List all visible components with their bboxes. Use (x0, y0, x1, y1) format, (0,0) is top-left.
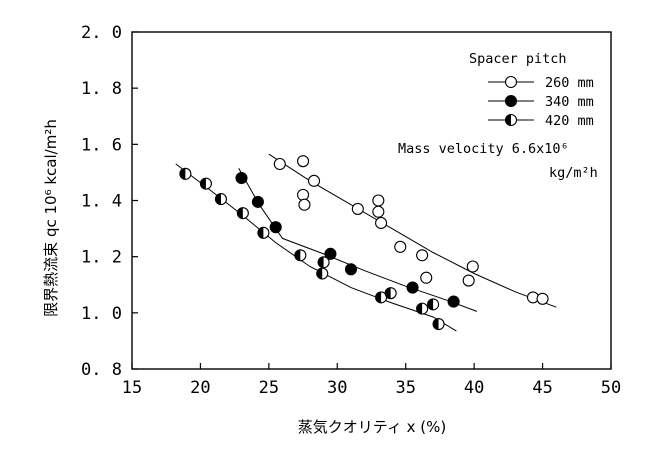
point-half-filled-circle (317, 256, 330, 269)
x-tick-label: 50 (601, 378, 621, 398)
point-filled-circle (251, 195, 264, 208)
point-half-filled-circle (427, 298, 440, 311)
legend-entry-340: 340 mm (545, 94, 594, 110)
trend-line-340mm (238, 167, 478, 312)
point-open-circle (351, 202, 364, 215)
y-tick-label: 1. 8 (81, 79, 122, 99)
x-tick-label: 35 (395, 378, 415, 398)
y-tick-label: 1. 6 (81, 135, 122, 155)
point-filled-circle (235, 171, 248, 185)
legend-marker-filled-circle (504, 94, 518, 108)
point-open-circle (394, 240, 407, 253)
y-tick-label: 2. 0 (81, 23, 122, 43)
legend-entry-260: 260 mm (545, 75, 594, 91)
x-tick-label: 40 (464, 378, 484, 398)
x-tick-label: 30 (327, 378, 347, 398)
x-axis-label: 蒸気クオリティ x (%) (298, 418, 446, 436)
y-tick-label: 1. 4 (81, 192, 122, 212)
point-open-circle (372, 194, 385, 207)
point-filled-circle (447, 295, 460, 308)
point-half-filled-circle (294, 249, 307, 262)
axis-ticks: 15 20 25 30 35 40 45 50 0. 8 1. 0 1. 2 1. 4 1. 6 1. 8… (81, 23, 621, 398)
legend-marker-half-filled-circle (504, 113, 518, 127)
y-tick-label: 1. 0 (81, 304, 122, 324)
point-half-filled-circle (384, 287, 397, 300)
point-half-filled-circle (257, 226, 270, 239)
point-open-circle (462, 274, 475, 287)
legend-entry-420: 420 mm (545, 113, 594, 129)
point-open-circle (372, 205, 385, 218)
point-open-circle (416, 249, 429, 262)
point-half-filled-circle (199, 177, 212, 190)
legend: Spacer pitch 260 mm 340 mm 420 mm (469, 51, 594, 129)
point-filled-circle (324, 247, 337, 260)
x-tick-label: 20 (190, 378, 210, 398)
mass-velocity-unit: kg/m²h (549, 165, 598, 181)
legend-title: Spacer pitch (469, 51, 567, 67)
point-open-circle (297, 188, 310, 201)
point-filled-circle (269, 221, 282, 234)
legend-marker-open-circle (504, 75, 518, 89)
trend-lines (175, 153, 557, 332)
point-filled-circle (344, 263, 358, 276)
point-open-circle (298, 198, 311, 211)
point-half-filled-circle (214, 193, 228, 206)
plot-frame (131, 31, 612, 370)
data-points (179, 155, 549, 331)
y-tick-label: 0. 8 (81, 360, 122, 380)
point-half-filled-circle (236, 207, 249, 220)
y-tick-label: 1. 2 (81, 248, 122, 268)
point-open-circle (297, 155, 310, 168)
mass-velocity-annotation: Mass velocity 6.6x10⁶ (398, 141, 569, 157)
point-open-circle (420, 271, 433, 284)
point-open-circle (466, 260, 479, 273)
x-tick-label: 45 (532, 378, 552, 398)
point-filled-circle (406, 281, 419, 294)
point-open-circle (375, 216, 388, 230)
x-tick-label: 15 (122, 378, 142, 398)
point-open-circle (536, 292, 549, 305)
point-half-filled-circle (316, 267, 329, 280)
x-tick-label: 25 (259, 378, 279, 398)
point-half-filled-circle (179, 167, 192, 180)
point-half-filled-circle (432, 318, 445, 331)
point-half-filled-circle (416, 302, 429, 315)
trend-line-420mm (175, 163, 457, 332)
point-open-circle (307, 174, 321, 187)
point-open-circle (273, 157, 286, 171)
y-axis-label: 限界熱流束 qc 10⁶ kcal/m²h (42, 119, 60, 317)
